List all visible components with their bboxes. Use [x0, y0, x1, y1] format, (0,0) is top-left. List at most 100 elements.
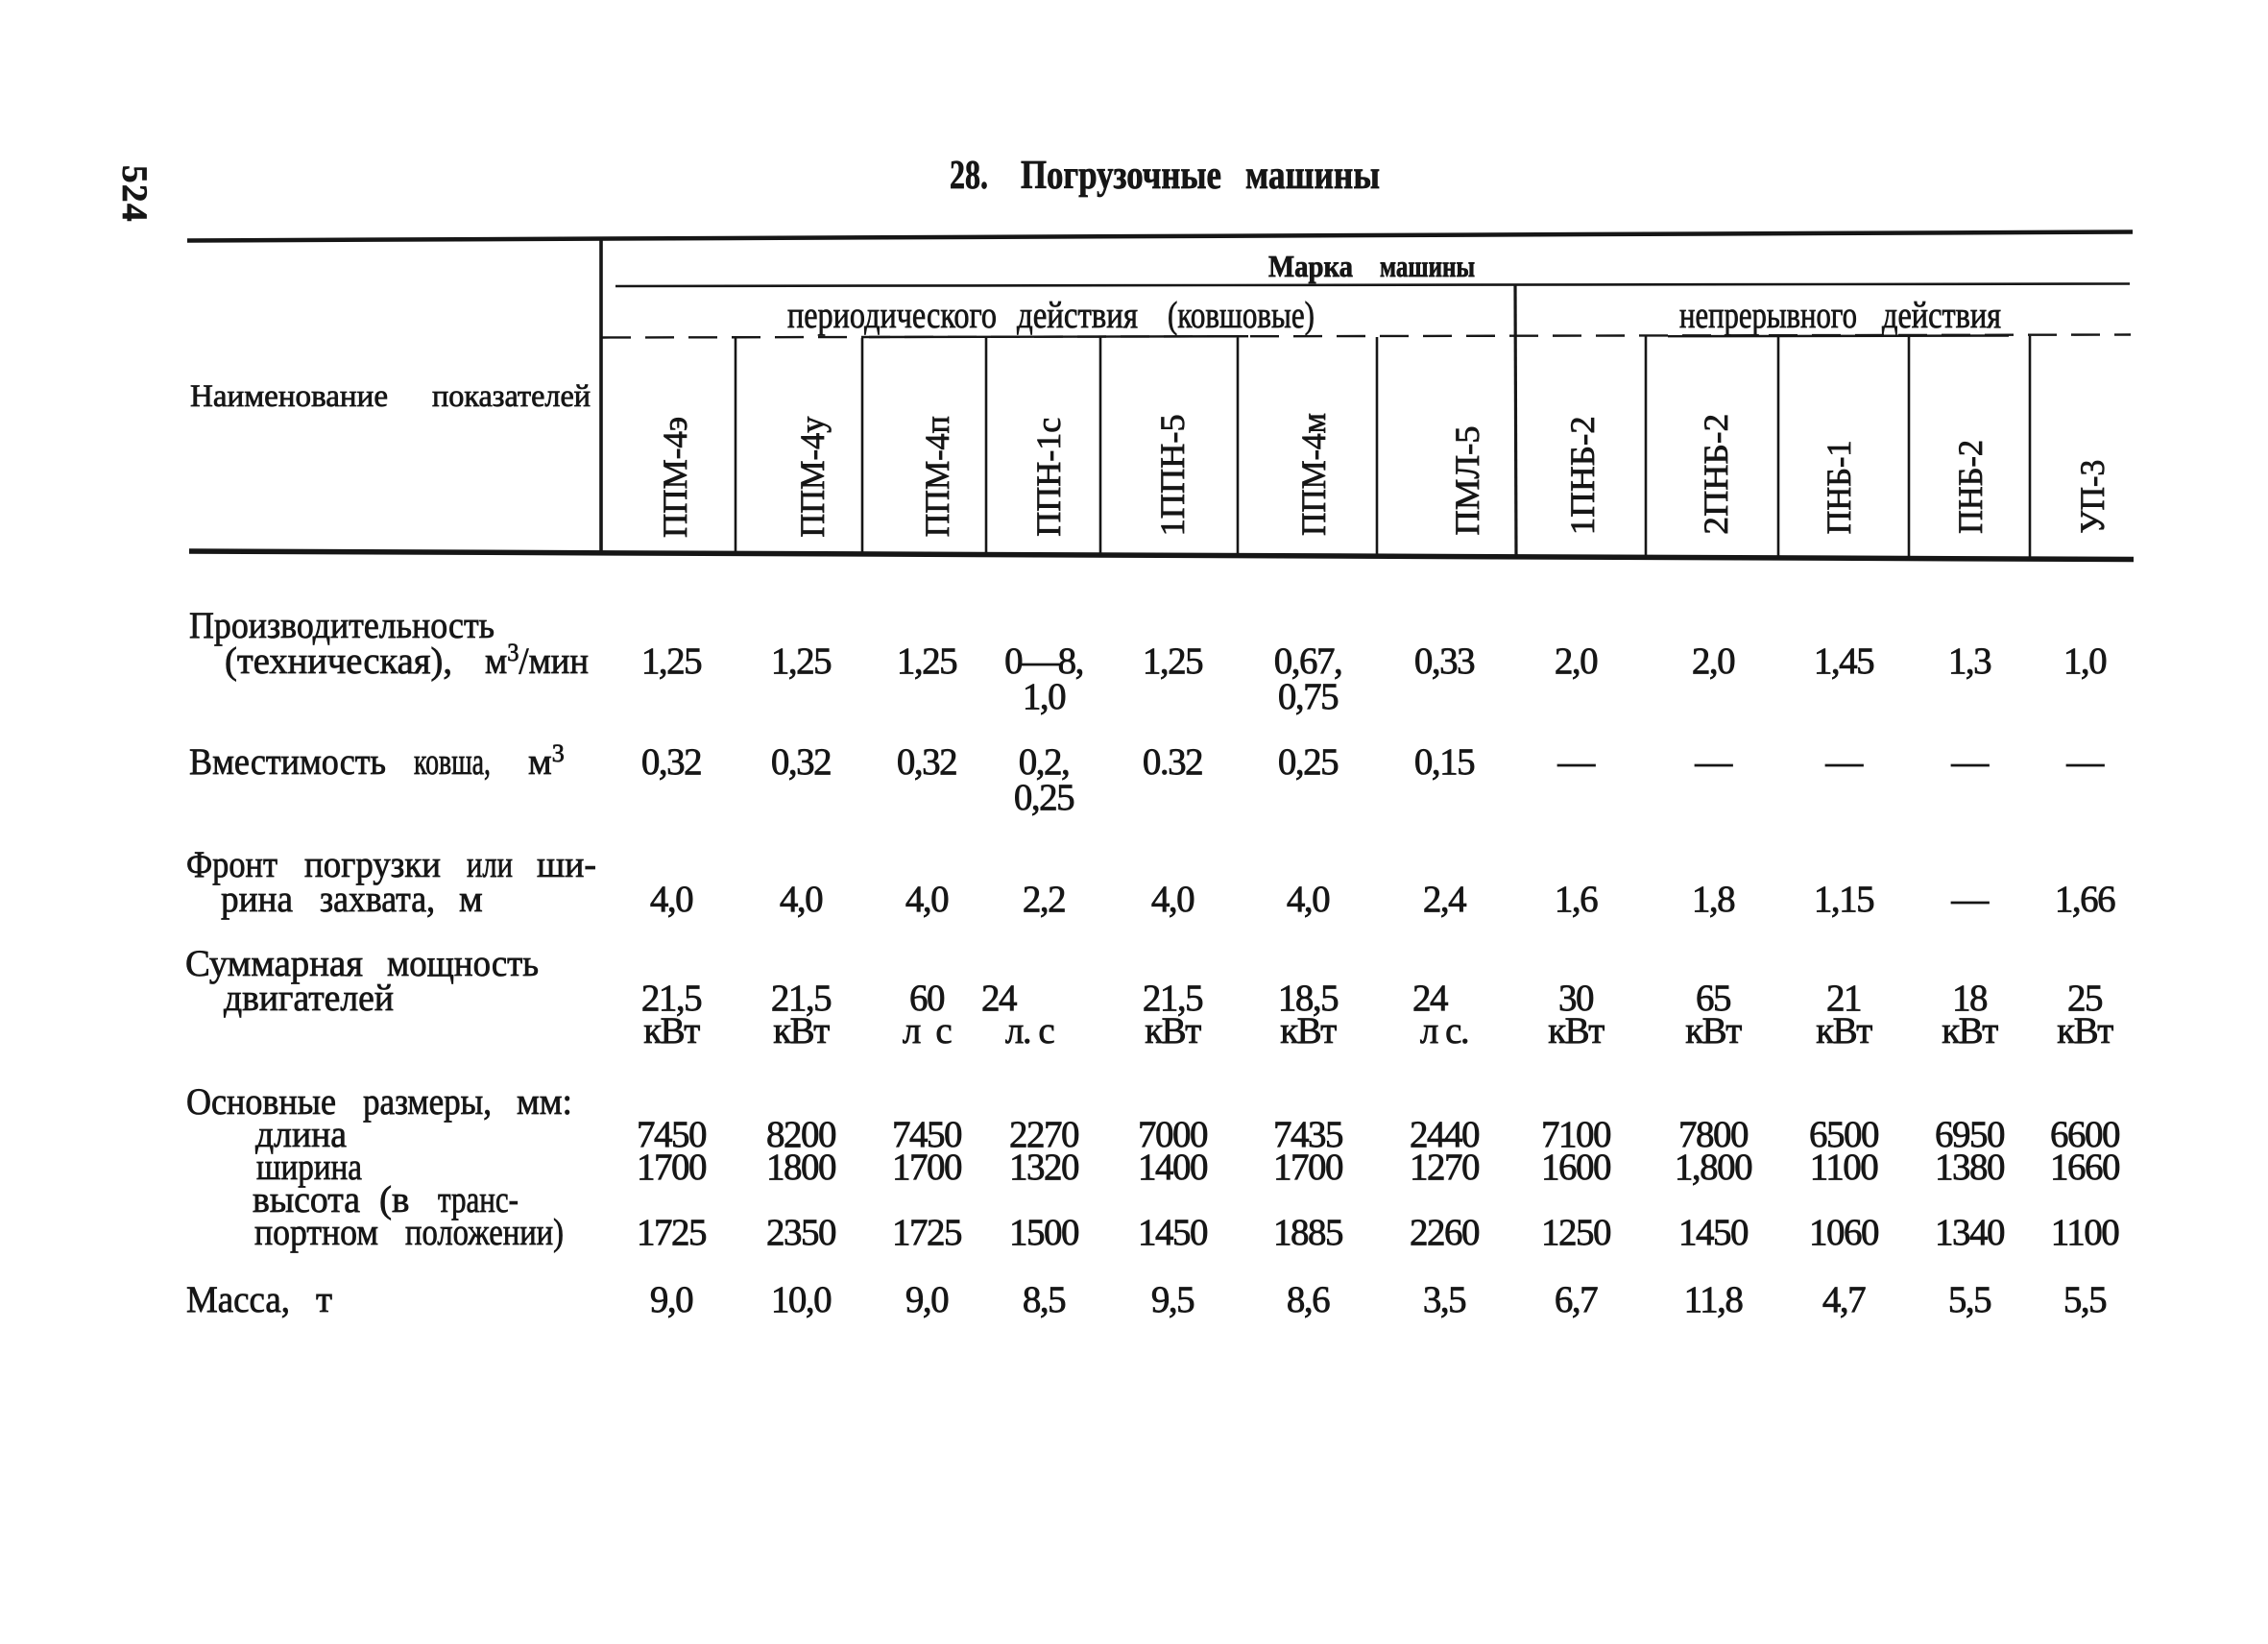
- svg-text:длина: длина: [255, 1114, 347, 1155]
- svg-text:Вместимость: Вместимость: [189, 741, 386, 783]
- svg-text:ковша,: ковша,: [414, 741, 491, 783]
- svg-text:1,0: 1,0: [1023, 676, 1066, 717]
- svg-text:1885: 1885: [1273, 1212, 1342, 1253]
- svg-text:Суммарная: Суммарная: [185, 943, 363, 984]
- svg-text:21,5: 21,5: [641, 978, 701, 1019]
- svg-text:1,8: 1,8: [1692, 879, 1735, 920]
- svg-text:0,33: 0,33: [1414, 641, 1474, 682]
- svg-text:размеры,: размеры,: [363, 1081, 492, 1123]
- svg-text:4,0: 4,0: [650, 879, 693, 920]
- svg-text:Масса,: Масса,: [186, 1279, 290, 1320]
- svg-text:2440: 2440: [1410, 1114, 1480, 1155]
- svg-text:18: 18: [1952, 978, 1988, 1019]
- svg-text:65: 65: [1696, 978, 1730, 1019]
- svg-text:кВт: кВт: [2057, 1010, 2113, 1052]
- svg-text:5,5: 5,5: [1948, 1279, 1991, 1320]
- svg-text:21: 21: [1826, 978, 1861, 1019]
- svg-text:периодического: периодического: [787, 295, 997, 336]
- svg-text:1,6: 1,6: [1555, 879, 1598, 920]
- svg-text:2,4: 2,4: [1423, 879, 1466, 920]
- svg-text:транс-: транс-: [438, 1179, 519, 1221]
- svg-text:0,67,: 0,67,: [1274, 641, 1342, 682]
- svg-text:(техническая),: (техническая),: [225, 641, 452, 682]
- svg-text:6,7: 6,7: [1555, 1279, 1598, 1320]
- svg-text:—: —: [1824, 741, 1864, 783]
- svg-text:УП-3: УП-3: [2073, 460, 2111, 534]
- svg-text:2270: 2270: [1009, 1114, 1079, 1155]
- svg-text:л. с: л. с: [1005, 1010, 1054, 1052]
- svg-text:0,32: 0,32: [641, 741, 701, 783]
- svg-text:кВт: кВт: [1548, 1010, 1604, 1052]
- svg-text:7100: 7100: [1541, 1114, 1611, 1155]
- svg-text:машины: машины: [1380, 249, 1475, 283]
- svg-text:1400: 1400: [1138, 1147, 1208, 1188]
- svg-text:6950: 6950: [1935, 1114, 2005, 1155]
- svg-text:кВт: кВт: [1685, 1010, 1742, 1052]
- svg-text:0.32: 0.32: [1143, 741, 1202, 783]
- svg-text:1100: 1100: [1810, 1147, 1879, 1188]
- svg-text:1700: 1700: [892, 1147, 962, 1188]
- svg-text:11,8: 11,8: [1684, 1279, 1744, 1320]
- svg-text:1,15: 1,15: [1814, 879, 1873, 920]
- svg-text:7435: 7435: [1273, 1114, 1342, 1155]
- svg-text:1450: 1450: [1138, 1212, 1208, 1253]
- svg-text:—: —: [2065, 741, 2105, 783]
- svg-text:Погрузочные: Погрузочные: [1021, 154, 1221, 198]
- svg-text:или: или: [467, 844, 513, 885]
- svg-text:м: м: [459, 879, 483, 920]
- svg-text:Фронт: Фронт: [186, 844, 277, 885]
- svg-text:4,0: 4,0: [1151, 879, 1194, 920]
- svg-text:1,25: 1,25: [1143, 641, 1202, 682]
- svg-text:28.: 28.: [950, 154, 988, 198]
- svg-text:м3/мин: м3/мин: [485, 639, 589, 682]
- svg-text:Основные: Основные: [186, 1081, 336, 1123]
- svg-text:кВт: кВт: [773, 1010, 830, 1052]
- svg-text:кВт: кВт: [643, 1010, 700, 1052]
- svg-text:0,25: 0,25: [1014, 777, 1074, 818]
- svg-text:8,6: 8,6: [1287, 1279, 1330, 1320]
- svg-text:захвата,: захвата,: [320, 879, 435, 920]
- svg-text:Марка: Марка: [1268, 249, 1353, 283]
- svg-text:кВт: кВт: [1816, 1010, 1872, 1052]
- svg-text:0,75: 0,75: [1278, 676, 1338, 717]
- svg-text:21,5: 21,5: [771, 978, 831, 1019]
- svg-text:1500: 1500: [1009, 1212, 1079, 1253]
- svg-text:ширина: ширина: [256, 1147, 362, 1188]
- svg-text:л с.: л с.: [1420, 1010, 1468, 1052]
- svg-text:1380: 1380: [1935, 1147, 2005, 1188]
- svg-text:6600: 6600: [2050, 1114, 2120, 1155]
- svg-text:9,0: 9,0: [650, 1279, 693, 1320]
- svg-text:машины: машины: [1245, 154, 1380, 198]
- svg-text:1250: 1250: [1541, 1212, 1611, 1253]
- svg-text:Наименование: Наименование: [190, 379, 388, 414]
- svg-text:1ППН-5: 1ППН-5: [1153, 414, 1192, 536]
- svg-text:7800: 7800: [1678, 1114, 1749, 1155]
- svg-text:0,2,: 0,2,: [1019, 741, 1070, 783]
- svg-text:непрерывного: непрерывного: [1679, 295, 1857, 336]
- svg-text:м3: м3: [528, 739, 565, 783]
- svg-text:2,2: 2,2: [1023, 879, 1065, 920]
- svg-text:ПНБ-1: ПНБ-1: [1820, 440, 1858, 534]
- svg-text:Производительность: Производительность: [189, 605, 495, 646]
- svg-text:высота: высота: [253, 1179, 360, 1221]
- svg-text:2260: 2260: [1410, 1212, 1480, 1253]
- svg-text:ППМ-4у: ППМ-4у: [793, 417, 832, 538]
- svg-text:—: —: [1950, 879, 1990, 920]
- svg-text:т: т: [316, 1279, 332, 1320]
- svg-text:4,0: 4,0: [905, 879, 949, 920]
- svg-text:1340: 1340: [1935, 1212, 2005, 1253]
- svg-text:погрузки: погрузки: [304, 844, 441, 885]
- svg-text:0—8,: 0—8,: [1004, 641, 1083, 682]
- svg-text:1270: 1270: [1410, 1147, 1480, 1188]
- svg-text:1,25: 1,25: [771, 641, 831, 682]
- svg-text:действия: действия: [1017, 295, 1138, 336]
- svg-text:0,25: 0,25: [1278, 741, 1338, 783]
- svg-text:1700: 1700: [637, 1147, 707, 1188]
- svg-text:1,0: 1,0: [2063, 641, 2107, 682]
- svg-text:1,45: 1,45: [1814, 641, 1873, 682]
- svg-text:1,25: 1,25: [641, 641, 701, 682]
- svg-text:0,32: 0,32: [897, 741, 956, 783]
- svg-text:л с: л с: [903, 1010, 952, 1052]
- svg-text:9,5: 9,5: [1151, 1279, 1194, 1320]
- svg-text:0,32: 0,32: [771, 741, 831, 783]
